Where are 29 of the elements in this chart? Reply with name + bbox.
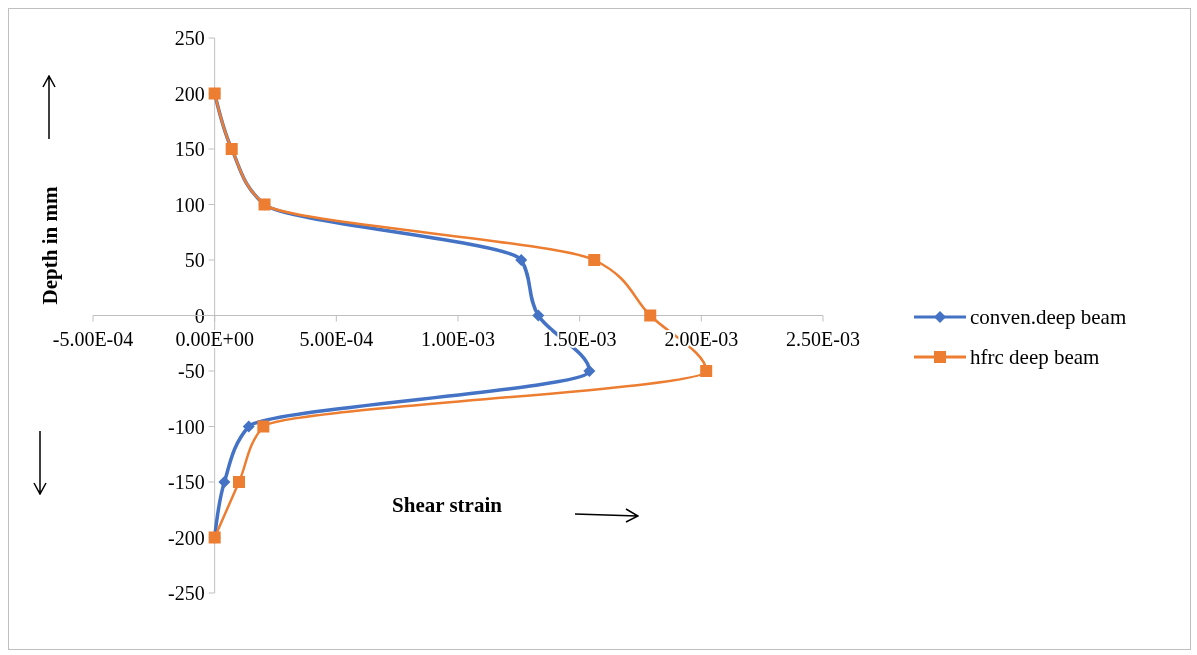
point	[532, 309, 545, 322]
point	[644, 309, 657, 322]
y-tick-label: 50	[184, 249, 205, 271]
y-tick-label: -250	[167, 582, 205, 604]
x-tick-label: 1.00E-03	[421, 327, 495, 350]
y-tick-label: -150	[167, 471, 205, 493]
point	[218, 476, 231, 488]
legend-label: hfrc deep beam	[970, 344, 1100, 370]
y-axis-title: Depth in mm	[38, 186, 62, 305]
x-axis-title: Shear strain	[392, 492, 503, 517]
point	[583, 365, 596, 377]
y-tick-label: 150	[174, 138, 205, 160]
y-tick-label: -100	[167, 415, 205, 438]
x-tick-label: 5.00E-04	[299, 327, 374, 350]
y-tick-label: -50	[177, 360, 205, 382]
x-tick-label: -5.00E-04	[52, 327, 134, 350]
point	[257, 420, 270, 433]
y-tick-label: 200	[174, 82, 205, 105]
point	[233, 476, 245, 488]
y-tick-label: -200	[167, 526, 205, 549]
x-tick-label: 2.50E-03	[786, 327, 860, 350]
point	[515, 254, 528, 266]
point	[700, 365, 713, 377]
y-tick-label: 250	[174, 27, 205, 49]
y-tick-label: 100	[174, 193, 205, 216]
x-tick-label: 0.00E+00	[175, 327, 254, 350]
point	[588, 254, 601, 266]
legend-label: conven.deep beam	[970, 304, 1127, 330]
point	[242, 420, 255, 433]
